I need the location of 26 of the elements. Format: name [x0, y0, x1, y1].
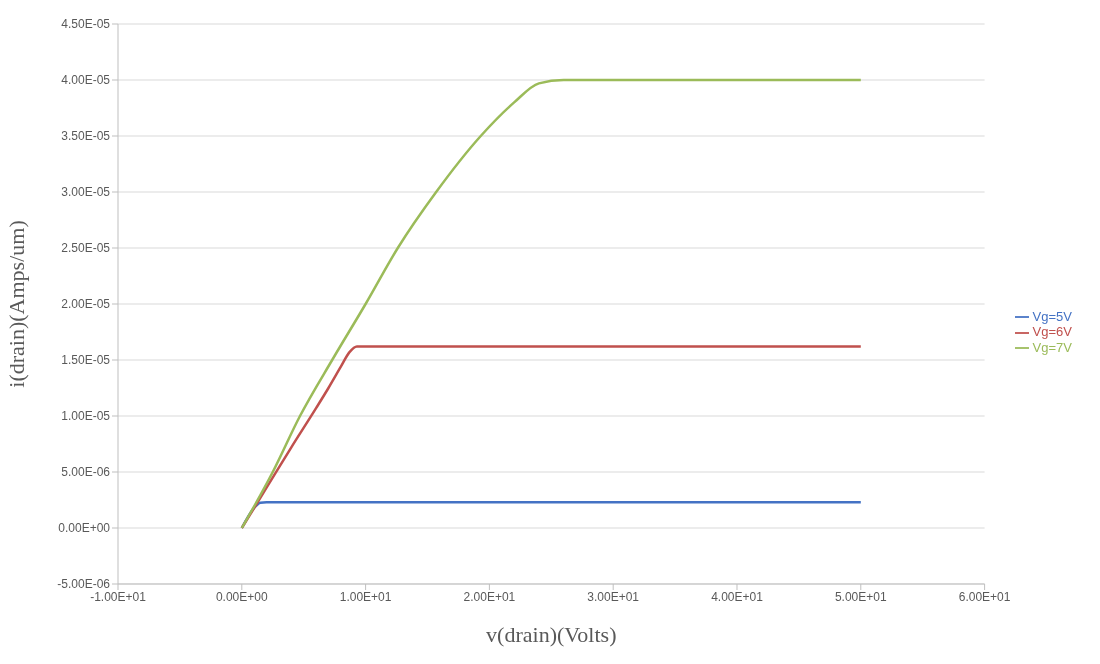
x-tick-label: 2.00E+01	[463, 589, 516, 604]
y-tick-label: 2.50E-05	[61, 241, 111, 256]
legend-label: Vg=7V	[1032, 339, 1072, 355]
legend-label: Vg=6V	[1032, 324, 1072, 340]
y-tick-label: 3.00E-05	[61, 185, 111, 200]
line-series	[240, 345, 863, 530]
y-tick-label: 2.00E-05	[61, 297, 111, 312]
y-tick-label: 5.00E-06	[61, 465, 111, 480]
x-tick-label: 1.00E+01	[339, 589, 392, 604]
y-tick-label: 1.00E-05	[61, 409, 111, 424]
y-tick-label: 4.00E-05	[61, 73, 111, 88]
y-tick-label: 1.50E-05	[61, 353, 111, 368]
line-series	[240, 78, 863, 530]
y-tick-label: 0.00E+00	[58, 521, 111, 536]
x-tick-label: -1.00E+01	[90, 589, 147, 604]
x-tick-label: 5.00E+01	[834, 589, 887, 604]
legend-label: Vg=5V	[1032, 308, 1072, 324]
x-axis-title: v(drain)(Volts)	[486, 622, 617, 647]
x-tick-label: 4.00E+01	[711, 589, 764, 604]
y-axis-title: i(drain)(Amps/um)	[3, 220, 29, 388]
y-tick-label: 4.50E-05	[61, 17, 111, 32]
x-tick-label: 0.00E+00	[215, 589, 268, 604]
y-tick-label: 3.50E-05	[61, 129, 111, 144]
x-tick-label: 6.00E+01	[958, 589, 1011, 604]
x-tick-label: 3.00E+01	[587, 589, 640, 604]
y-tick-label: -5.00E-06	[57, 577, 111, 592]
